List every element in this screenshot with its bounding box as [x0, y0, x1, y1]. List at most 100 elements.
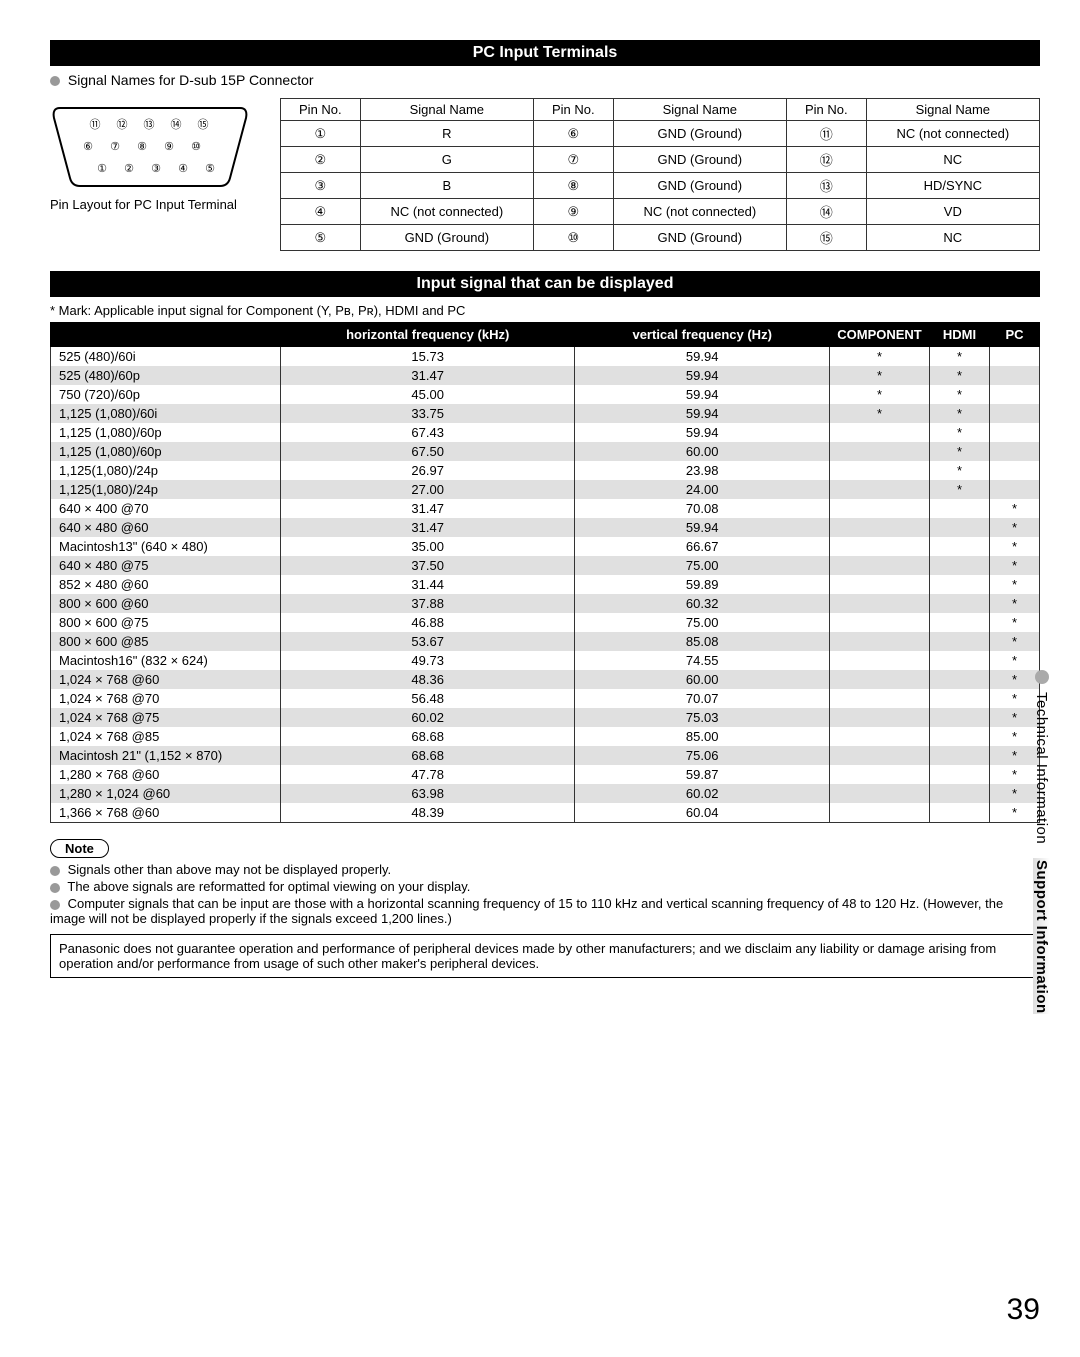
note-item: The above signals are reformatted for op… [50, 879, 1040, 894]
sig-cell-pc: * [990, 784, 1040, 803]
sig-cell-pc: * [990, 499, 1040, 518]
sig-cell-hfreq: 56.48 [281, 689, 575, 708]
sig-cell-component [830, 613, 930, 632]
sig-cell-hfreq: 47.78 [281, 765, 575, 784]
sig-hdr-mode [51, 323, 281, 347]
signal-table-row: 1,024 × 768 @7560.0275.03* [51, 708, 1040, 727]
sig-hdr-hdmi: HDMI [930, 323, 990, 347]
pin-cell: NC (not connected) [866, 121, 1039, 147]
sig-cell-component [830, 765, 930, 784]
sig-cell-vfreq: 85.08 [575, 632, 830, 651]
notes-list: Signals other than above may not be disp… [50, 862, 1040, 926]
sig-cell-mode: 1,125(1,080)/24p [51, 461, 281, 480]
sig-cell-vfreq: 60.00 [575, 670, 830, 689]
sig-cell-hfreq: 67.43 [281, 423, 575, 442]
sig-cell-component [830, 537, 930, 556]
signal-table-row: 1,125(1,080)/24p27.0024.00* [51, 480, 1040, 499]
note-text: Computer signals that can be input are t… [50, 896, 1003, 926]
side-tab-tech: Technical Information Support Informatio… [1033, 692, 1050, 1014]
signal-table-row: 852 × 480 @6031.4459.89* [51, 575, 1040, 594]
svg-text:⑭: ⑭ [171, 118, 182, 131]
signal-table-row: 640 × 480 @7537.5075.00* [51, 556, 1040, 575]
svg-text:⑨: ⑨ [164, 141, 174, 153]
pin-cell: ⑫ [786, 147, 866, 173]
pin-cell: GND (Ground) [613, 225, 786, 251]
sig-cell-vfreq: 85.00 [575, 727, 830, 746]
sig-cell-hdmi [930, 537, 990, 556]
sig-cell-hdmi [930, 575, 990, 594]
signal-table-header: horizontal frequency (kHz) vertical freq… [51, 323, 1040, 347]
sig-cell-component: * [830, 404, 930, 423]
svg-text:⑪: ⑪ [90, 118, 101, 131]
pin-cell: NC [866, 147, 1039, 173]
sig-cell-vfreq: 59.94 [575, 366, 830, 385]
sig-cell-component [830, 423, 930, 442]
sig-cell-mode: 1,024 × 768 @75 [51, 708, 281, 727]
note-item: Signals other than above may not be disp… [50, 862, 1040, 877]
section-title-input-signal: Input signal that can be displayed [50, 271, 1040, 297]
sig-cell-component [830, 575, 930, 594]
sig-cell-pc [990, 366, 1040, 385]
sig-cell-component [830, 708, 930, 727]
svg-text:⑬: ⑬ [144, 118, 155, 131]
sig-cell-mode: 750 (720)/60p [51, 385, 281, 404]
signal-table-row: 640 × 480 @6031.4759.94* [51, 518, 1040, 537]
signal-table-row: 1,024 × 768 @8568.6885.00* [51, 727, 1040, 746]
side-tabs: Technical Information Support Informatio… [1033, 670, 1050, 1014]
sig-cell-hfreq: 48.39 [281, 803, 575, 823]
connector-caption-text: Signal Names for D-sub 15P Connector [68, 72, 314, 88]
pin-cell: ④ [281, 199, 361, 225]
svg-text:①: ① [97, 163, 107, 175]
sig-cell-vfreq: 70.08 [575, 499, 830, 518]
bullet-icon [50, 900, 60, 910]
signal-table-row: 1,280 × 1,024 @6063.9860.02* [51, 784, 1040, 803]
sig-cell-hdmi [930, 708, 990, 727]
sig-cell-hdmi [930, 651, 990, 670]
side-tab-tech-text: Technical Information [1033, 692, 1050, 844]
sig-cell-hdmi [930, 556, 990, 575]
sig-cell-hfreq: 45.00 [281, 385, 575, 404]
sig-cell-mode: 800 × 600 @60 [51, 594, 281, 613]
sig-cell-component [830, 518, 930, 537]
sig-cell-hdmi: * [930, 366, 990, 385]
pin-cell: ⑮ [786, 225, 866, 251]
pin-cell: NC (not connected) [360, 199, 533, 225]
signal-table-row: 1,366 × 768 @6048.3960.04* [51, 803, 1040, 823]
svg-text:③: ③ [151, 163, 161, 175]
sig-cell-mode: 852 × 480 @60 [51, 575, 281, 594]
pin-layout-caption: Pin Layout for PC Input Terminal [50, 197, 270, 212]
svg-text:⑩: ⑩ [191, 141, 201, 153]
sig-cell-pc: * [990, 632, 1040, 651]
signal-table-row: 1,125(1,080)/24p26.9723.98* [51, 461, 1040, 480]
sig-cell-mode: 525 (480)/60i [51, 347, 281, 367]
sig-cell-hdmi: * [930, 461, 990, 480]
sig-cell-pc: * [990, 537, 1040, 556]
svg-text:⑥: ⑥ [83, 141, 93, 153]
pin-cell: VD [866, 199, 1039, 225]
sig-cell-mode: 1,366 × 768 @60 [51, 803, 281, 823]
page-number: 39 [1007, 1293, 1040, 1327]
sig-cell-mode: 1,125(1,080)/24p [51, 480, 281, 499]
sig-cell-vfreq: 59.94 [575, 404, 830, 423]
note-text: The above signals are reformatted for op… [64, 879, 470, 894]
note-text: Signals other than above may not be disp… [64, 862, 391, 877]
sig-cell-hdmi [930, 784, 990, 803]
sig-cell-vfreq: 59.94 [575, 423, 830, 442]
pin-cell: GND (Ground) [613, 121, 786, 147]
pin-cell: B [360, 173, 533, 199]
side-dot-icon [1035, 670, 1049, 684]
pin-cell: GND (Ground) [613, 173, 786, 199]
sig-cell-hdmi [930, 670, 990, 689]
connector-box: ⑪⑫⑬⑭⑮ ⑥⑦⑧⑨⑩ ①②③④⑤ Pin Layout for PC Inpu… [50, 98, 270, 212]
sig-cell-mode: 1,024 × 768 @85 [51, 727, 281, 746]
sig-cell-vfreq: 59.94 [575, 385, 830, 404]
sig-cell-hfreq: 31.44 [281, 575, 575, 594]
sig-cell-pc [990, 404, 1040, 423]
sig-cell-hfreq: 63.98 [281, 784, 575, 803]
sig-cell-mode: Macintosh13" (640 × 480) [51, 537, 281, 556]
signal-table-row: 800 × 600 @8553.6785.08* [51, 632, 1040, 651]
sig-cell-pc: * [990, 518, 1040, 537]
sig-cell-component: * [830, 385, 930, 404]
signal-table-row: 750 (720)/60p45.0059.94** [51, 385, 1040, 404]
sig-cell-hdmi: * [930, 347, 990, 367]
